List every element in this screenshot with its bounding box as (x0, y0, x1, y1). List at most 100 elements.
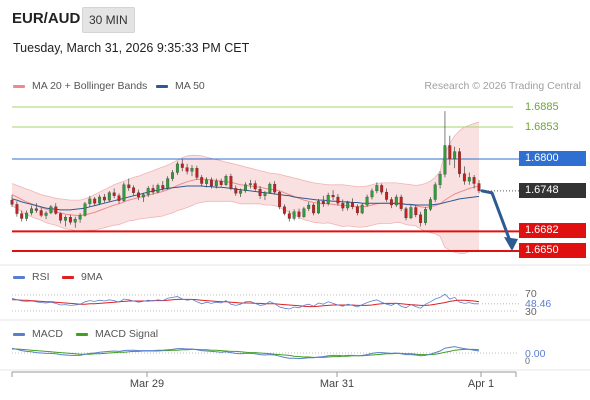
candle-body (472, 177, 476, 184)
projection-arrowhead (504, 237, 518, 251)
candle-body (346, 202, 350, 209)
level-label-2: 1.6853 (525, 121, 559, 133)
rsi-ma-line (12, 298, 480, 308)
candle-body (326, 195, 330, 204)
candle-body (214, 180, 218, 187)
candle-body (321, 201, 325, 204)
candle-body (355, 206, 359, 214)
macd-line (11, 346, 480, 360)
legend-macd-label: MACD (32, 328, 63, 340)
candle-body (282, 206, 286, 214)
x-label-mar29: Mar 29 (129, 378, 165, 390)
candle-body (166, 178, 170, 189)
candle-body (312, 204, 316, 214)
candle-body (219, 180, 223, 185)
candle-body (39, 210, 43, 216)
candle-body (117, 195, 121, 201)
candle-body (54, 206, 58, 214)
candle-body (44, 212, 48, 216)
candle-body (414, 207, 418, 216)
bollinger-lower-line (11, 200, 480, 254)
legend-ma20-label: MA 20 + Bollinger Bands (32, 80, 148, 92)
candle-body (64, 217, 67, 221)
candle-body (385, 191, 389, 200)
candle-body (428, 199, 432, 210)
candle-body (141, 194, 145, 198)
legend-rsi: RSI (13, 271, 50, 283)
candle-body (253, 183, 257, 190)
candle-body (419, 214, 423, 223)
legend-rsi-ma: 9MA (62, 271, 103, 283)
candle-body (88, 198, 92, 204)
candle-body (438, 174, 442, 185)
candle-body (433, 184, 437, 200)
candle-body (448, 145, 452, 160)
legend-macd-signal-label: MACD Signal (95, 328, 159, 340)
candle-body (180, 163, 184, 168)
candle-body (10, 199, 14, 205)
instrument-title: EUR/AUD (12, 10, 81, 27)
candle-body (467, 177, 471, 182)
candle-body (59, 213, 63, 221)
candle-body (137, 192, 140, 198)
candle-body (83, 203, 87, 216)
candle-body (185, 167, 189, 172)
candle-body (278, 191, 282, 207)
candle-body (239, 190, 243, 194)
macd-value-label: 0.00 (525, 348, 546, 360)
candle-body (175, 163, 179, 173)
candle-body (341, 203, 345, 209)
legend-ma50-label: MA 50 (175, 80, 205, 92)
candle-body (146, 188, 150, 195)
candle-body (248, 183, 252, 185)
candle-body (273, 183, 277, 193)
candle-body (453, 151, 457, 160)
candle-body (409, 207, 413, 219)
candle-body (263, 192, 267, 196)
candle-body (34, 208, 38, 211)
candle-body (297, 211, 301, 217)
legend-ma50: MA 50 (156, 80, 205, 92)
candle-body (258, 188, 262, 196)
x-label-apr1: Apr 1 (467, 378, 495, 390)
candle-body (370, 190, 374, 198)
candle-body (380, 185, 384, 193)
x-label-mar31: Mar 31 (319, 378, 355, 390)
candle-body (307, 204, 311, 209)
level-label-support-1: 1.6682 (519, 223, 586, 238)
level-label-support-2: 1.6650 (519, 243, 586, 258)
chart-header: EUR/AUD 30 MIN (0, 0, 590, 40)
candle-body (234, 188, 238, 194)
timestamp: Tuesday, March 31, 2026 9:35:33 PM CET (13, 41, 250, 55)
candle-body (389, 199, 393, 206)
rsi-swatch (13, 275, 25, 279)
candle-body (156, 185, 160, 193)
legend-rsi-ma-label: 9MA (81, 271, 103, 283)
candle-body (292, 211, 296, 219)
candle-body (15, 204, 19, 214)
candle-body (209, 179, 213, 187)
candle-body (107, 192, 111, 201)
ma20-swatch (13, 84, 25, 88)
candle-body (302, 208, 306, 217)
rsi-value-label: 48.46 (525, 298, 552, 310)
candle-body (25, 212, 29, 219)
candle-body (200, 177, 204, 184)
candle-body (190, 168, 194, 172)
candle-body (424, 209, 427, 223)
legend-rsi-label: RSI (32, 271, 50, 283)
candle-body (49, 206, 53, 214)
macd-swatch (13, 332, 25, 336)
timeframe-button[interactable]: 30 MIN (82, 7, 135, 33)
rsi-line (11, 293, 479, 310)
candle-body (268, 183, 272, 193)
macd-signal-swatch (76, 332, 88, 336)
candle-body (127, 184, 131, 189)
candle-body (224, 176, 228, 185)
projection-arrow-line (480, 189, 512, 243)
candle-body (73, 218, 77, 223)
candle-body (458, 151, 461, 174)
legend-macd: MACD (13, 328, 63, 340)
rsi-lower-label: 30 (525, 306, 537, 318)
candle-body (287, 213, 291, 219)
